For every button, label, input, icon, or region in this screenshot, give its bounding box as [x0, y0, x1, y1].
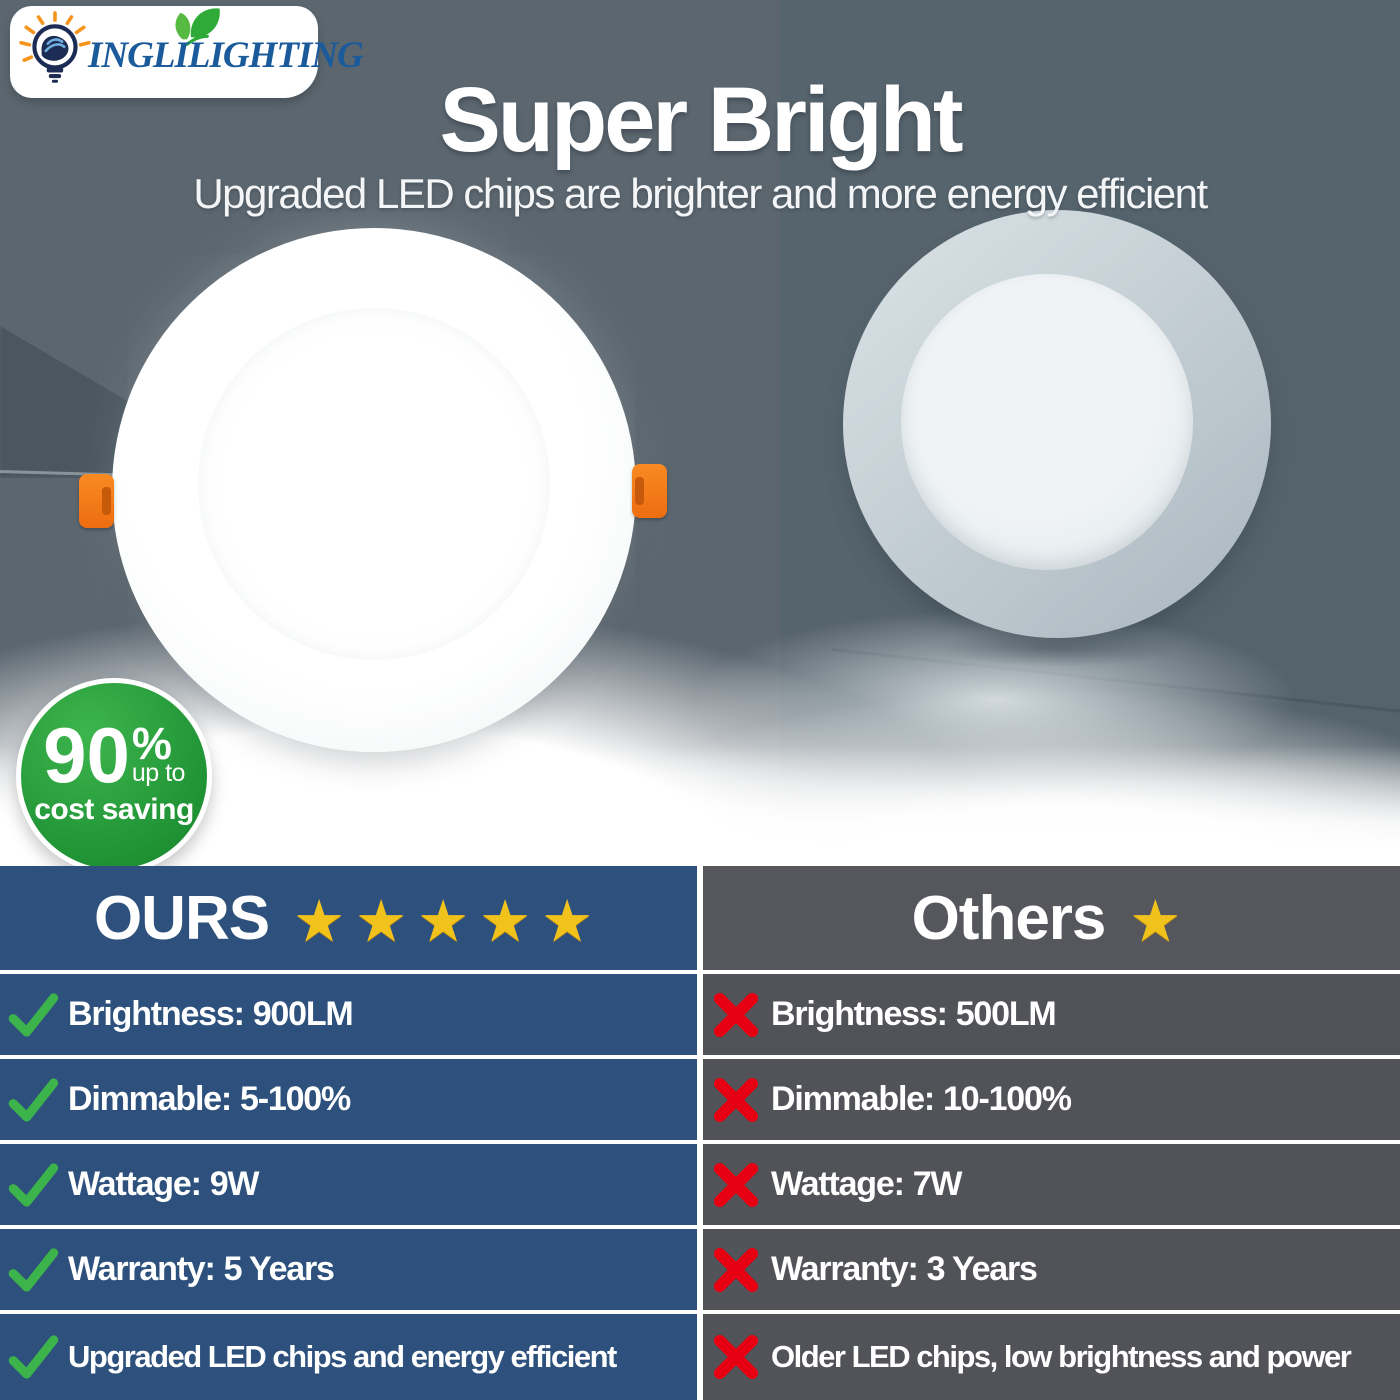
row-value: 900LM — [252, 995, 354, 1033]
table-row: Dimmable: 5-100% — [0, 1059, 697, 1140]
others-led-lens — [901, 274, 1193, 570]
badge-percent-sign: % — [131, 717, 172, 769]
row-label: Brightness: — [771, 995, 948, 1033]
row-label: Dimmable: — [771, 1080, 935, 1118]
column-divider — [697, 866, 703, 1400]
badge-percent-block: % up to — [131, 717, 186, 787]
row-value: 3 Years — [926, 1250, 1038, 1288]
table-row: Upgraded LED chips and energy efficient — [0, 1314, 697, 1400]
brand-logo: INGLILIGHTING — [10, 6, 364, 98]
row-value: 9W — [209, 1165, 260, 1203]
ours-column: OURS ★★★★★ Brightness: 900LM Dimmable: 5… — [0, 866, 697, 1400]
product-others-image — [843, 210, 1271, 638]
cross-icon — [709, 1243, 763, 1297]
leaf-icon — [175, 8, 220, 47]
ours-header: OURS ★★★★★ — [0, 866, 697, 970]
row-value: 5-100% — [240, 1080, 351, 1118]
table-row: Wattage: 9W — [0, 1144, 697, 1225]
ours-led-lens — [198, 308, 550, 660]
cross-icon — [709, 988, 763, 1042]
table-row: Wattage: 7W — [703, 1144, 1400, 1225]
badge-value: 90 — [43, 711, 130, 800]
table-row: Brightness: 500LM — [703, 974, 1400, 1055]
table-row: Warranty: 3 Years — [703, 1229, 1400, 1310]
others-header: Others ★ — [703, 866, 1400, 970]
table-row: Brightness: 900LM — [0, 974, 697, 1055]
row-label: Warranty: — [771, 1250, 919, 1288]
others-title: Others — [911, 883, 1107, 953]
others-star-rating: ★ — [1129, 887, 1192, 955]
others-column: Others ★ Brightness: 500LM Dimmable: 10-… — [703, 866, 1400, 1400]
product-ours-image — [79, 228, 667, 752]
row-label: Older LED chips, low brightness and powe… — [771, 1339, 1352, 1374]
badge-qualifier: up to — [131, 758, 186, 787]
ours-title: OURS — [93, 883, 270, 953]
row-label: Wattage: — [771, 1165, 905, 1203]
table-row: Older LED chips, low brightness and powe… — [703, 1314, 1400, 1400]
row-value: 500LM — [955, 995, 1057, 1033]
row-value: 5 Years — [223, 1250, 335, 1288]
cross-icon — [709, 1330, 763, 1384]
hero-section: INGLILIGHTING Super Bright Upgraded LED … — [0, 0, 1400, 866]
row-label: Dimmable: — [68, 1080, 232, 1118]
check-icon — [6, 1158, 60, 1212]
row-label: Wattage: — [68, 1165, 202, 1203]
check-icon — [6, 1073, 60, 1127]
check-icon — [6, 988, 60, 1042]
page-subtitle: Upgraded LED chips are brighter and more… — [193, 170, 1208, 217]
cross-icon — [709, 1158, 763, 1212]
comparison-table: OURS ★★★★★ Brightness: 900LM Dimmable: 5… — [0, 866, 1400, 1400]
check-icon — [6, 1330, 60, 1384]
row-label: Upgraded LED chips and energy efficient — [68, 1339, 617, 1374]
page-title: Super Bright — [439, 68, 963, 171]
check-icon — [6, 1243, 60, 1297]
row-label: Warranty: — [68, 1250, 216, 1288]
discount-badge: 90 % up to cost saving — [16, 678, 212, 866]
badge-label: cost saving — [34, 792, 194, 826]
cross-icon — [709, 1073, 763, 1127]
row-value: 7W — [912, 1165, 963, 1203]
table-row: Dimmable: 10-100% — [703, 1059, 1400, 1140]
lightbulb-icon — [19, 11, 91, 83]
brand-name: INGLILIGHTING — [88, 34, 364, 76]
ours-star-rating: ★★★★★ — [293, 887, 604, 955]
table-row: Warranty: 5 Years — [0, 1229, 697, 1310]
row-value: 10-100% — [943, 1080, 1072, 1118]
mounting-clip-right — [632, 464, 667, 518]
badge-top-row: 90 % up to — [43, 711, 186, 800]
mounting-clip-left — [79, 474, 114, 528]
row-label: Brightness: — [68, 995, 245, 1033]
